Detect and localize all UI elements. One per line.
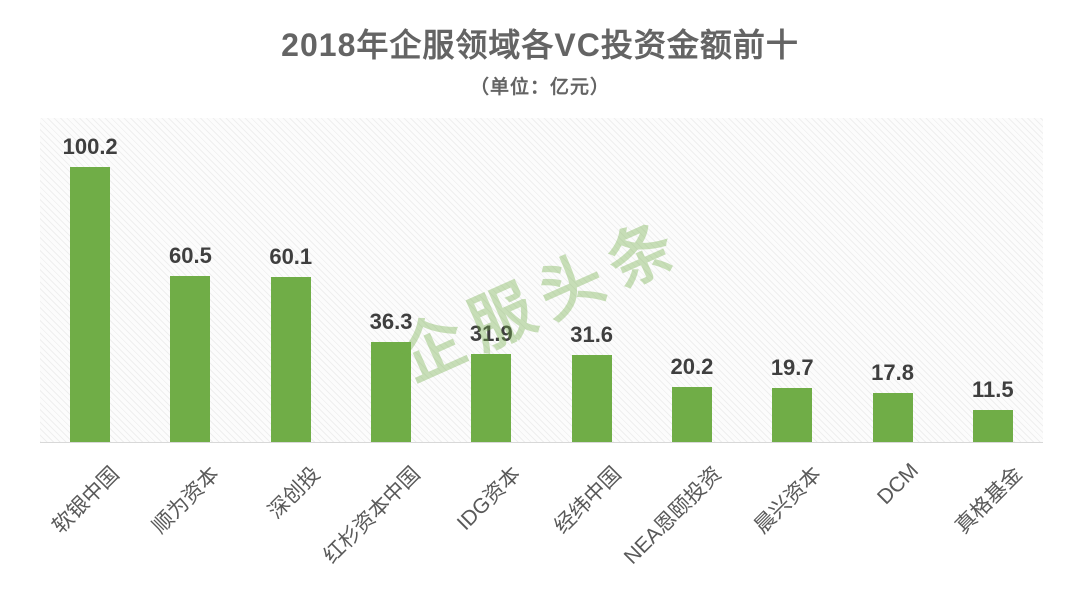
bar-value-label: 17.8 <box>871 360 914 385</box>
category-label: 红杉资本中国 <box>319 462 425 568</box>
bar <box>471 354 512 442</box>
bar <box>671 387 712 442</box>
bar <box>872 393 913 442</box>
plot-area: 100.2 60.5 60.1 36.3 31.9 31.6 20.2 19.7 17.8 11.… <box>40 118 1043 443</box>
category-label: 深创投 <box>263 462 325 524</box>
bar-value-label: 60.1 <box>269 244 313 269</box>
category-label: 真格基金 <box>950 462 1027 539</box>
bar <box>772 388 813 442</box>
category-label: 顺为资本 <box>148 462 225 539</box>
bar-value-label: 31.9 <box>469 321 513 346</box>
category-label: 经纬中国 <box>549 462 626 539</box>
bar-column: 60.1 <box>241 244 341 442</box>
bar-column: 31.6 <box>541 322 641 442</box>
category-axis: 软银中国 顺为资本 深创投 红杉资本中国 IDG资本 经纬中国 NEA恩颐投资 晨兴资本 DCM… <box>40 443 1043 603</box>
bar <box>270 277 311 442</box>
bar <box>371 342 412 442</box>
bar-value-label: 60.5 <box>169 243 212 268</box>
bar <box>972 410 1013 442</box>
bar-value-label: 36.3 <box>369 309 413 334</box>
chart-title: 2018年企服领域各VC投资金额前十 <box>281 27 799 63</box>
bar-column: 36.3 <box>341 309 441 442</box>
bar-column: 31.9 <box>441 321 541 442</box>
bar-column: 20.2 <box>642 354 742 442</box>
category-label: DCM <box>872 459 923 510</box>
bar-column: 11.5 <box>943 377 1043 442</box>
bar-column: 17.8 <box>842 360 942 442</box>
bar-column: 60.5 <box>140 243 240 442</box>
bar-value-label: 11.5 <box>972 377 1014 402</box>
bar-column: 100.2 <box>40 134 140 442</box>
bar-value-label: 20.2 <box>670 354 714 379</box>
category-label: 软银中国 <box>48 462 124 539</box>
bar <box>170 276 211 442</box>
chart-subtitle: （单位：亿元） <box>469 77 610 98</box>
bar-value-label: 100.2 <box>62 134 118 159</box>
bar <box>571 355 612 442</box>
category-label: IDG资本 <box>452 462 526 535</box>
bar-value-label: 19.7 <box>770 355 814 380</box>
bar <box>70 167 111 442</box>
category-label: NEA恩颐投资 <box>619 462 726 569</box>
category-label: 晨兴资本 <box>750 462 827 539</box>
bar-value-label: 31.6 <box>570 322 614 347</box>
bar-column: 19.7 <box>742 355 842 442</box>
